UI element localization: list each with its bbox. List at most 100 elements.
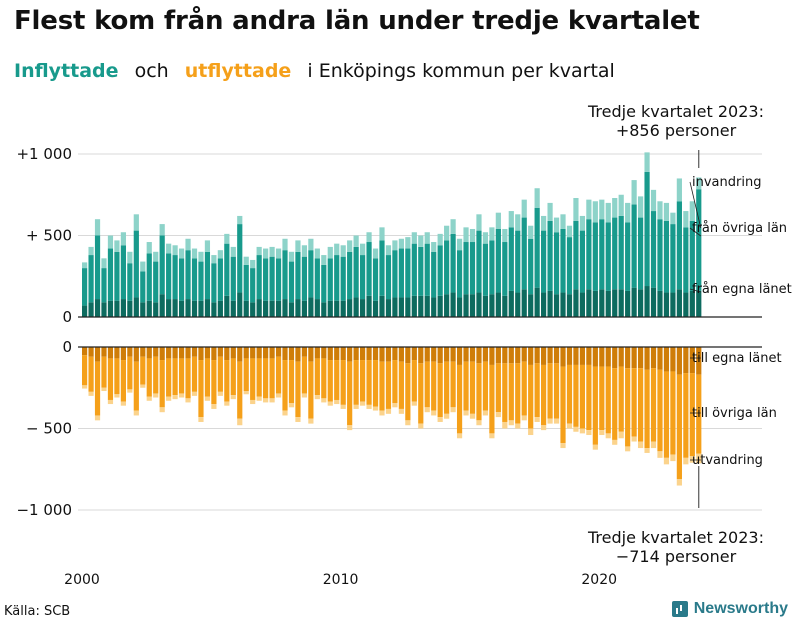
bar-outflow-county [385,361,392,409]
bar-inflow-local [398,297,404,317]
bar-outflow-local [301,347,308,357]
bar-inflow-county [437,245,443,296]
bar-inflow-immigration [547,202,553,221]
bar-outflow-emigration [366,404,372,409]
bar-inflow-local [360,299,366,317]
bar-outflow-emigration [198,417,204,422]
bar-inflow-county [637,217,644,290]
bar-inflow-immigration [114,240,120,252]
bar-inflow-immigration [153,251,159,262]
bar-inflow-county [515,230,521,293]
bar-outflow-county [237,361,243,419]
y-tick-label: −1 000 [16,501,72,519]
bar-outflow-county [217,356,223,392]
bar-inflow-immigration [127,251,133,264]
bar-inflow-county [166,253,172,300]
bar-outflow-local [379,347,385,362]
bar-outflow-local [573,347,579,365]
bar-inflow-immigration [696,177,702,190]
bar-inflow-local [288,302,295,317]
bar-inflow-immigration [663,202,670,221]
bar-inflow-immigration [599,199,605,220]
legend-immigration-leader [689,181,702,229]
bar-outflow-county [541,364,547,426]
bar-outflow-emigration [521,415,527,421]
bar-inflow-immigration [230,246,236,257]
bar-outflow-emigration [243,391,249,395]
annotation-bottom-line1: Tredje kvartalet 2023: [588,528,764,547]
bar-inflow-local [450,292,456,317]
x-tick-label: 2010 [323,572,359,588]
bar-inflow-local [327,300,333,317]
bar-outflow-county [424,361,430,408]
bar-inflow-immigration [360,243,366,256]
bar-outflow-local [579,347,586,365]
bar-inflow-county [146,253,152,301]
bar-inflow-immigration [321,255,327,265]
bar-inflow-immigration [411,232,417,244]
bar-outflow-emigration [250,399,256,405]
bar-outflow-county [288,360,295,404]
bar-outflow-local [224,347,230,361]
bar-inflow-county [237,224,243,293]
bar-outflow-emigration [256,396,262,401]
bar-inflow-immigration [625,202,631,223]
bar-outflow-local [657,347,663,370]
bar-inflow-county [243,264,249,301]
bar-inflow-immigration [256,246,262,256]
bar-inflow-county [295,251,301,300]
bar-outflow-emigration [353,404,359,409]
bar-outflow-county [663,371,670,458]
bar-inflow-local [508,290,514,317]
bar-outflow-county [405,363,411,421]
bar-outflow-county [398,361,404,409]
bar-outflow-county [372,360,379,407]
bar-outflow-county [172,358,178,396]
bar-inflow-local [657,290,663,317]
bar-outflow-local [431,347,437,362]
bar-inflow-county [495,228,501,293]
bar-inflow-county [521,217,527,290]
bar-outflow-county [463,361,469,411]
bar-inflow-county [612,217,618,290]
x-tick-label: 2000 [64,572,100,588]
bar-inflow-county [120,245,126,300]
bar-outflow-emigration [237,418,243,426]
bar-inflow-immigration [476,214,482,231]
bar-outflow-local [612,347,618,369]
bar-inflow-local [618,289,624,317]
subtitle-inflow-label: Inflyttade [14,60,119,82]
bar-inflow-county [269,256,275,301]
bar-inflow-immigration [657,201,663,220]
bar-outflow-emigration [321,398,327,403]
bar-outflow-local [463,347,469,362]
bar-inflow-immigration [185,238,191,251]
bar-inflow-county [308,250,314,298]
bar-inflow-county [683,227,689,293]
bar-inflow-local [631,287,637,317]
bar-inflow-immigration [676,178,682,202]
bar-outflow-county [178,358,185,394]
bar-inflow-local [295,299,301,317]
bar-outflow-local [534,347,540,364]
bar-inflow-local [482,295,489,317]
bar-inflow-immigration [515,214,521,231]
bar-outflow-county [224,360,230,402]
brand-logo[interactable]: Newsworthy [671,600,788,618]
bar-outflow-county [560,366,566,444]
bar-outflow-local [592,347,598,367]
bar-outflow-local [566,347,573,365]
bar-outflow-local [353,347,359,361]
bar-outflow-emigration [650,441,657,449]
bar-inflow-immigration [334,243,340,256]
bar-inflow-local [146,300,152,317]
bar-inflow-local [191,300,198,317]
chart-subtitle: Inflyttade och utflyttade i Enköpings ko… [14,60,625,82]
legend-from-own-county: från egna länet [692,282,792,297]
bar-inflow-local [230,300,236,317]
bar-inflow-local [528,294,534,317]
bar-inflow-immigration [398,238,404,249]
bar-outflow-emigration [689,456,695,463]
bar-outflow-emigration [288,403,295,408]
annotation-bottom-line2: −714 personer [615,547,737,566]
